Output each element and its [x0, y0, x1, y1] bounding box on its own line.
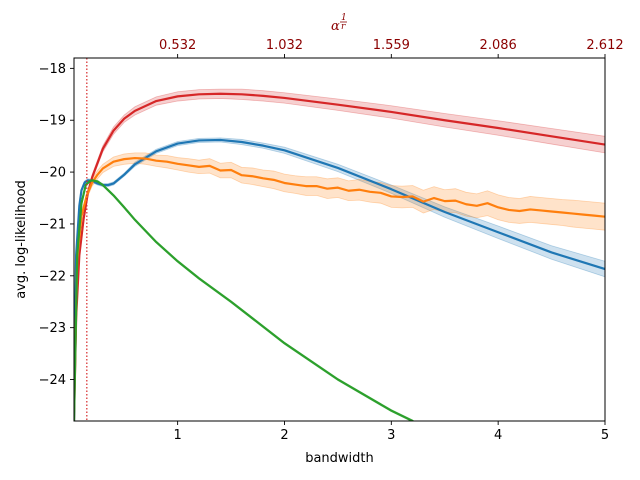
series-lines	[74, 92, 605, 421]
y-tick-label: −21	[39, 217, 66, 232]
x-tick-label: 5	[601, 428, 609, 443]
y-axis: −18 −19 −20 −21 −22 −23 −24	[39, 62, 74, 388]
y-tick-label: −18	[39, 62, 66, 77]
top-tick-label: 2.086	[480, 38, 517, 53]
band-red	[74, 88, 605, 421]
top-axis-label-exp-num: 1	[341, 13, 347, 23]
x-axis: 1 2 3 4 5	[173, 421, 609, 443]
series-line-orange	[74, 156, 605, 412]
x-tick-label: 3	[387, 428, 395, 443]
y-tick-label: −22	[39, 269, 66, 284]
y-tick-label: −23	[39, 321, 66, 336]
y-tick-label: −19	[39, 114, 66, 129]
series-line-green	[74, 179, 414, 421]
confidence-bands	[74, 88, 605, 421]
x-tick-label: 1	[173, 428, 181, 443]
top-axis-label: α 1 r	[331, 9, 351, 34]
top-axis: 0.532 1.032 1.559 2.086 2.612	[159, 38, 624, 58]
top-tick-label: 0.532	[159, 38, 196, 53]
band-green	[74, 178, 414, 421]
top-tick-label: 1.032	[266, 38, 303, 53]
top-axis-label-exp-den: r	[341, 22, 346, 32]
band-orange	[74, 152, 605, 411]
x-tick-label: 2	[280, 428, 288, 443]
plot-frame	[73, 57, 606, 422]
x-axis-label: bandwidth	[305, 451, 374, 466]
y-tick-label: −24	[39, 373, 66, 388]
top-tick-label: 2.612	[586, 38, 623, 53]
top-axis-label-base: α	[331, 19, 340, 34]
top-tick-label: 1.559	[373, 38, 410, 53]
y-axis-label: avg. log-likelihood	[14, 180, 29, 299]
series-line-red	[74, 92, 605, 421]
y-tick-label: −20	[39, 166, 66, 181]
x-tick-label: 4	[494, 428, 502, 443]
